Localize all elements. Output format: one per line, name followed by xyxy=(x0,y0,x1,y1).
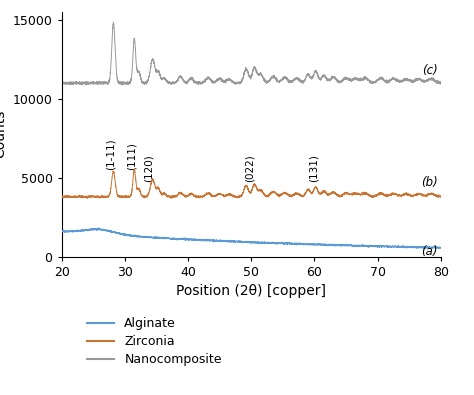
Text: (131): (131) xyxy=(308,154,318,182)
Y-axis label: Counts: Counts xyxy=(0,110,7,158)
Legend: Alginate, Zirconia, Nanocomposite: Alginate, Zirconia, Nanocomposite xyxy=(87,317,222,366)
X-axis label: Position (2θ) [copper]: Position (2θ) [copper] xyxy=(176,284,326,298)
Text: (c): (c) xyxy=(422,64,438,77)
Text: (a): (a) xyxy=(421,245,438,258)
Text: (b): (b) xyxy=(421,176,438,189)
Text: (111): (111) xyxy=(126,142,136,170)
Text: (1-11): (1-11) xyxy=(106,138,116,170)
Text: (022): (022) xyxy=(245,155,255,182)
Text: (120): (120) xyxy=(144,155,154,182)
